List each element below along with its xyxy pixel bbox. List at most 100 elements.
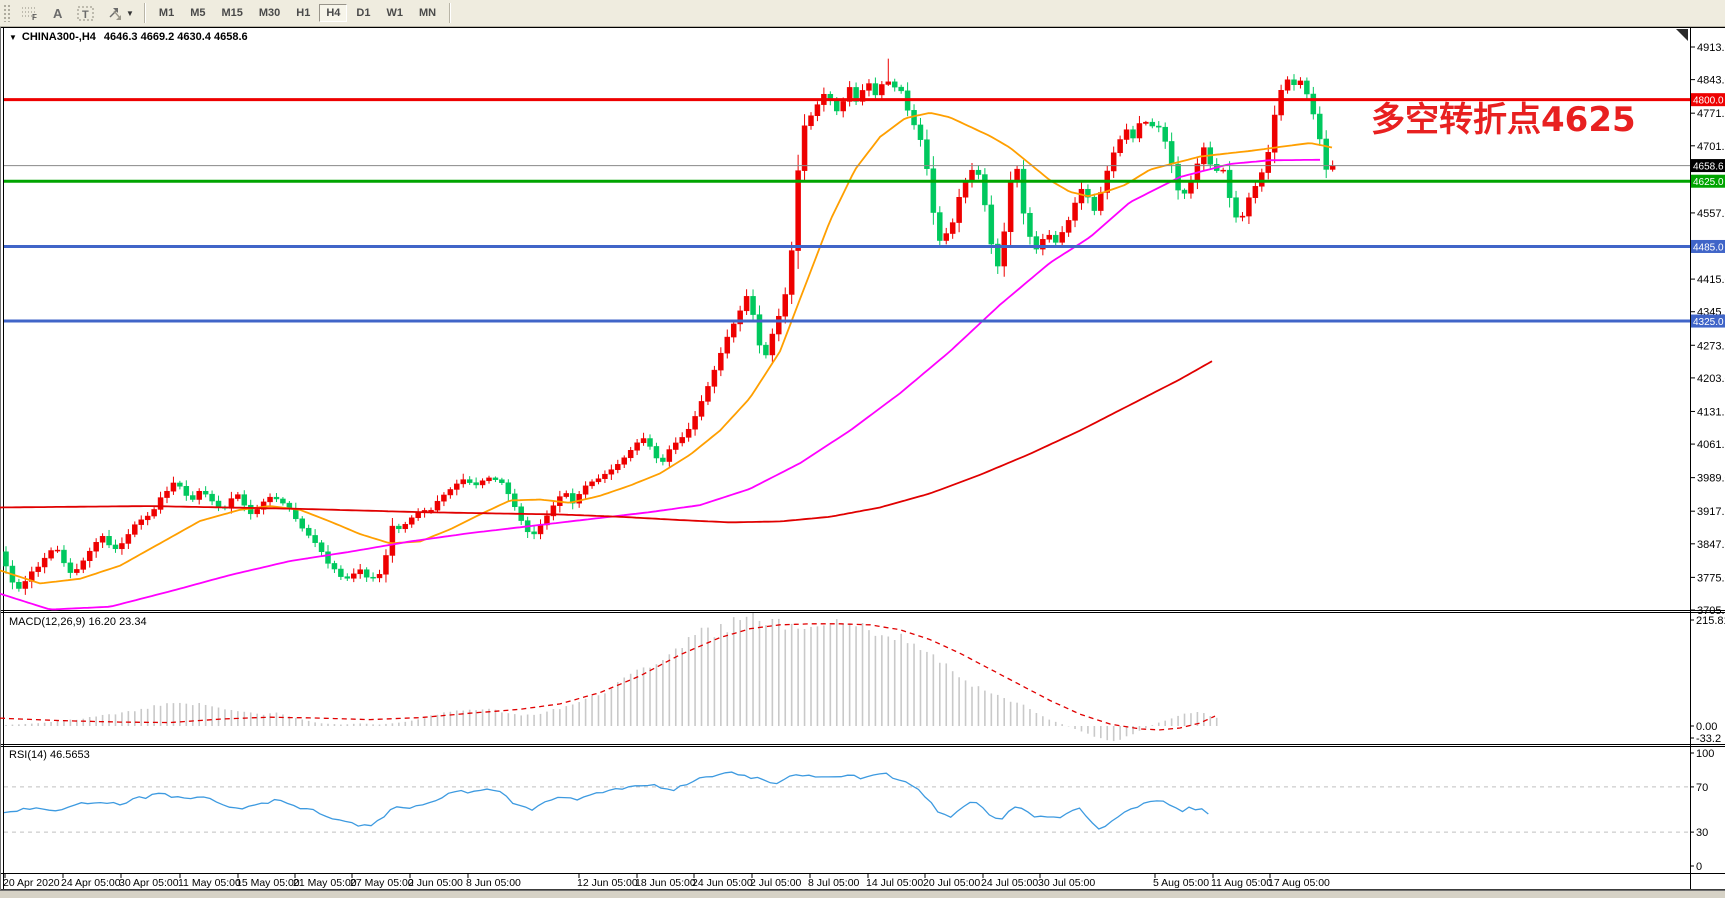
rsi-axis[interactable]: 100 70 30 0 [1690, 748, 1714, 873]
candle [1007, 181, 1014, 232]
date-tick-label: 8 Jun 05:00 [466, 877, 521, 889]
macd-panel-label: MACD(12,26,9) 16.20 23.34 [9, 616, 147, 628]
ma-medium-magenta [0, 158, 1320, 611]
candle [1065, 220, 1072, 233]
candle [1027, 212, 1033, 237]
candle [576, 494, 582, 504]
candle [853, 87, 859, 102]
candle [1259, 172, 1265, 187]
price-badge [1691, 174, 1725, 188]
candle [1136, 123, 1143, 139]
date-tick-label: 30 Apr 05:00 [119, 877, 179, 889]
timeframe-button-H4[interactable]: H4 [319, 4, 348, 22]
macd-axis[interactable]: 215.81 0.00-33.2 [1690, 615, 1725, 745]
chart-shift-marker[interactable] [1676, 29, 1688, 41]
candle [1304, 80, 1310, 95]
chart-annotation-text: 多空转折点4625 [1371, 100, 1636, 140]
rsi-value: 46.5653 [49, 749, 90, 761]
candle [16, 581, 22, 589]
chevron-down-icon[interactable]: ▼ [126, 8, 134, 18]
price-badge [1691, 239, 1725, 253]
price-axis[interactable]: 4913.04843.04771.04701.04557.04415.04345… [1690, 42, 1725, 617]
candle [724, 336, 731, 354]
fibonacci-icon[interactable]: F [16, 3, 44, 23]
rsi-panel-label: RSI(14) 46.5653 [9, 749, 90, 761]
candle [267, 496, 273, 503]
candle [170, 482, 177, 492]
timeframe-button-M1[interactable]: M1 [158, 7, 175, 19]
timeframe-button-D1[interactable]: D1 [356, 7, 371, 19]
candle [408, 517, 415, 525]
candle [1110, 152, 1117, 172]
quick-trade-arrow-icon[interactable]: ▼ [9, 33, 17, 42]
candle [531, 531, 537, 535]
toolbar-separator [449, 3, 452, 23]
candle [666, 449, 673, 462]
date-tick-label: 15 May 05:00 [236, 877, 300, 889]
timeframe-button-M30[interactable]: M30 [258, 7, 281, 19]
macd-scale-label: 0.00 [1696, 721, 1717, 733]
date-tick-label: 18 Jun 05:00 [635, 877, 696, 889]
timeframe-button-H1[interactable]: H1 [296, 7, 311, 19]
candle [273, 496, 280, 500]
candle [640, 438, 647, 444]
timeframe-button-W1[interactable]: W1 [386, 7, 403, 19]
candle [370, 576, 376, 579]
candle [653, 446, 660, 459]
candle [1284, 79, 1291, 91]
timeframe-button-MN[interactable]: MN [418, 7, 437, 19]
candle [202, 490, 209, 495]
candle [782, 294, 788, 317]
candle [705, 386, 711, 402]
candle [1072, 202, 1078, 221]
candle [808, 115, 814, 127]
timeframe-button-M15[interactable]: M15 [221, 7, 243, 19]
candle [99, 536, 106, 543]
ma-fast-orange [0, 112, 1333, 585]
candle [750, 296, 756, 315]
date-tick-label: 24 Jul 05:00 [981, 877, 1038, 889]
candle [1098, 192, 1104, 211]
candle [698, 401, 705, 417]
candle [685, 428, 692, 438]
candle [1168, 141, 1175, 165]
chart-title: ▼ CHINA300-,H4 4646.3 4669.2 4630.4 4658.6 [9, 31, 248, 43]
timeframe-button-M5[interactable]: M5 [190, 7, 206, 19]
candle [589, 481, 595, 487]
candle [177, 482, 183, 487]
candle [479, 480, 486, 486]
macd-signal-line [0, 623, 1216, 731]
candle [22, 581, 29, 589]
candle [499, 479, 505, 483]
candle [505, 482, 512, 495]
text-label-tool-icon[interactable]: T [72, 3, 100, 23]
candle [486, 477, 492, 482]
candle [1033, 236, 1040, 250]
candle [447, 489, 454, 496]
toolbar-grip-icon[interactable] [3, 4, 11, 22]
price-tick-label: 4061.0 [1697, 439, 1725, 451]
text-tool-icon[interactable]: A [46, 3, 70, 23]
candle [235, 494, 241, 499]
price-tick-label: 4557.0 [1697, 208, 1725, 220]
rsi-indicator [3, 771, 1690, 833]
candle [1188, 181, 1194, 194]
candle [563, 493, 570, 497]
candle [1265, 152, 1271, 173]
date-tick-label: 14 Jul 05:00 [866, 877, 923, 889]
candlestick-series [3, 58, 1336, 595]
arrows-tool-icon[interactable]: ▼ [102, 3, 138, 23]
candle [788, 250, 795, 295]
candle [846, 87, 853, 102]
date-tick-label: 12 Jun 05:00 [577, 877, 638, 889]
candle [376, 574, 383, 579]
candle [621, 457, 627, 465]
candle [454, 483, 460, 490]
price-badge-label: 4625.0 [1693, 177, 1724, 188]
price-badge [1691, 314, 1725, 328]
toolbar: F A T ▼ M1 M5 M15 M30 H1 H4 D1 W1 MN [0, 0, 1725, 27]
price-tick-label: 4415.0 [1697, 274, 1725, 286]
candle [41, 557, 48, 568]
